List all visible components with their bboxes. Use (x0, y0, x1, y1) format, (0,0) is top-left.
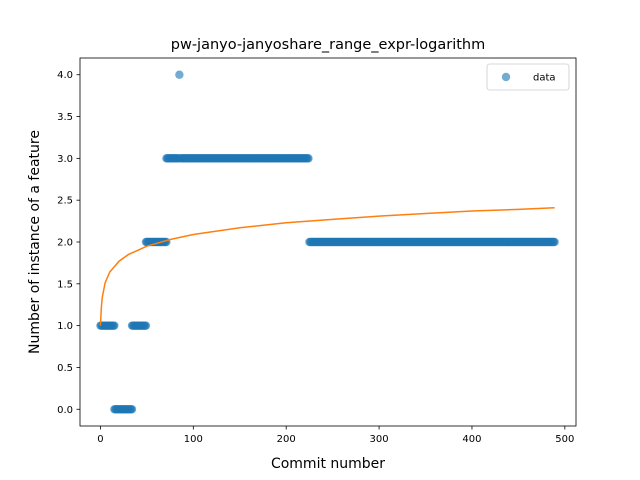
x-tick-label: 300 (370, 434, 389, 445)
x-axis-title: Commit number (271, 456, 385, 472)
legend-box (486, 63, 570, 91)
x-tick-label: 100 (184, 434, 203, 445)
y-tick-label: 1.0 (57, 321, 73, 332)
y-tick-label: 0.0 (57, 405, 73, 416)
y-tick-label: 4.0 (57, 70, 73, 81)
y-tick-label: 1.5 (57, 279, 73, 290)
legend-label: data (533, 73, 556, 84)
fit-line (99, 206, 555, 326)
x-tick-label: 500 (555, 434, 574, 445)
data-points (96, 70, 559, 414)
plot-area: 0 100 200 300 400 500 0.0 0.5 1.0 1.5 2.0 2.5 3.0 3.5… (57, 57, 577, 445)
data-point (304, 154, 313, 163)
data-point (141, 321, 151, 330)
data-point (127, 405, 137, 414)
y-tick-label: 3.0 (57, 154, 73, 165)
legend-marker (501, 72, 511, 82)
x-tick-label: 200 (277, 434, 296, 445)
data-point (175, 70, 184, 79)
data-point (110, 321, 119, 330)
y-tick-label: 2.5 (57, 196, 73, 207)
y-tick-label: 2.0 (57, 238, 73, 249)
data-point (550, 237, 559, 247)
chart-title: pw-janyo-janyoshare_range_expr-logarithm (171, 37, 485, 53)
y-tick-label: 0.5 (57, 363, 73, 374)
x-tick-label: 0 (97, 434, 103, 445)
y-tick-label: 3.5 (57, 112, 73, 123)
legend: data (486, 63, 570, 91)
y-axis-title: Number of instance of a feature (27, 130, 43, 354)
x-tick-label: 400 (462, 434, 481, 445)
